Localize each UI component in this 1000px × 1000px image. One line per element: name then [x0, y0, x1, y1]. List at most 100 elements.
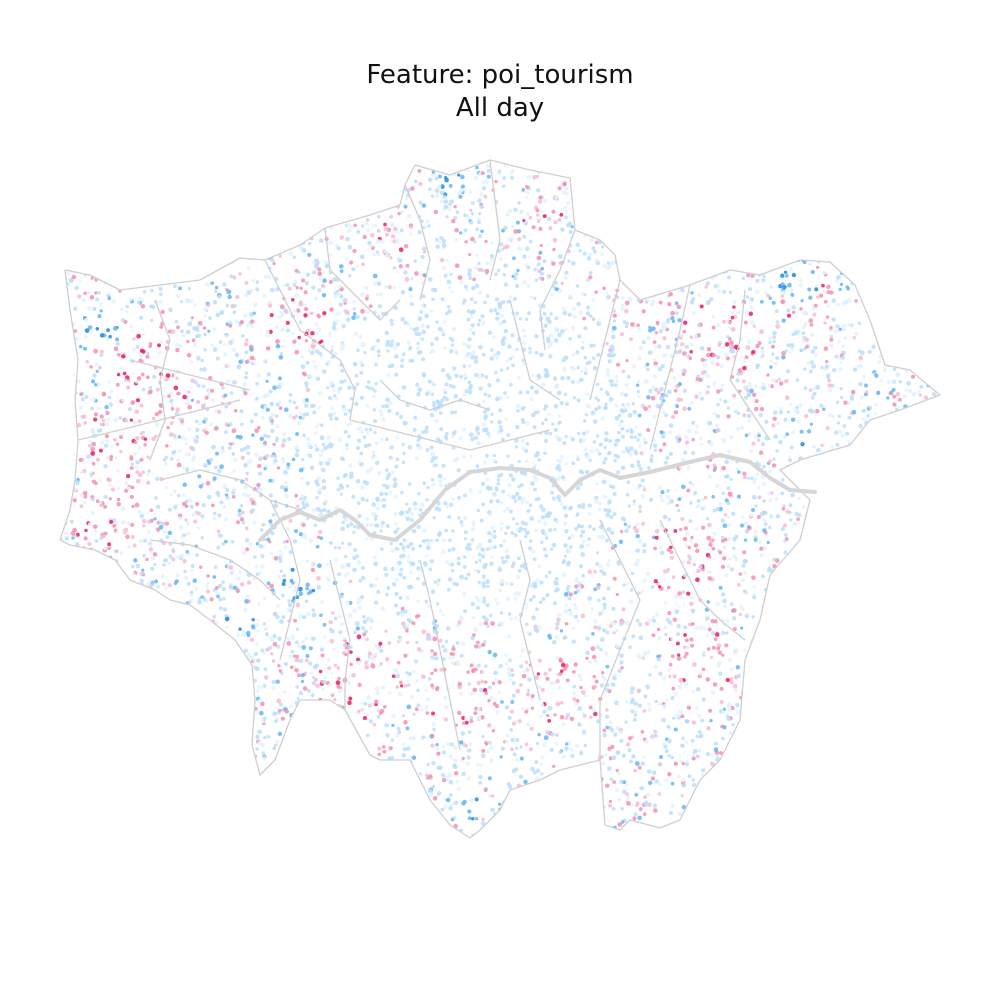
poi-point — [905, 423, 910, 428]
poi-point — [911, 391, 917, 397]
poi-point — [391, 674, 396, 679]
poi-point — [851, 233, 857, 238]
poi-point — [889, 304, 894, 309]
poi-point — [802, 788, 807, 794]
poi-point — [629, 827, 635, 832]
poi-point — [213, 785, 218, 790]
poi-point — [416, 703, 421, 708]
poi-point — [646, 769, 652, 774]
poi-point — [81, 414, 87, 420]
poi-point — [274, 205, 278, 210]
poi-point — [444, 311, 449, 316]
poi-point — [268, 329, 273, 335]
poi-point — [840, 160, 844, 165]
poi-point — [442, 538, 446, 543]
poi-point — [813, 233, 818, 238]
poi-point — [585, 156, 589, 160]
poi-point — [263, 837, 267, 838]
poi-point — [144, 245, 149, 250]
poi-point — [662, 160, 667, 164]
poi-point — [375, 506, 381, 511]
poi-point — [56, 544, 60, 548]
poi-point — [674, 193, 678, 197]
poi-point — [419, 309, 423, 314]
poi-point — [276, 169, 281, 174]
poi-point — [318, 734, 323, 738]
poi-point — [551, 775, 556, 780]
poi-point — [625, 259, 630, 263]
poi-point — [395, 673, 401, 679]
poi-point — [415, 811, 420, 817]
poi-point — [758, 412, 763, 418]
poi-point — [60, 426, 63, 431]
poi-point — [882, 237, 887, 242]
poi-point — [620, 303, 625, 308]
poi-point — [828, 628, 834, 634]
poi-point — [715, 602, 721, 607]
poi-point — [83, 714, 87, 719]
poi-point — [912, 605, 916, 609]
poi-point — [256, 740, 262, 746]
poi-point — [379, 292, 384, 297]
poi-point — [394, 823, 399, 828]
poi-point — [88, 440, 93, 444]
poi-point — [387, 766, 391, 770]
poi-point — [256, 787, 262, 793]
poi-point — [894, 639, 899, 644]
poi-point — [494, 597, 498, 602]
poi-point — [608, 803, 613, 808]
poi-point — [823, 715, 828, 721]
poi-point — [867, 652, 871, 657]
poi-point — [920, 287, 924, 292]
poi-point — [301, 645, 307, 650]
poi-point — [919, 223, 923, 228]
poi-point — [170, 160, 174, 165]
poi-point — [265, 407, 270, 412]
poi-point — [336, 476, 340, 480]
poi-point — [166, 677, 170, 681]
poi-point — [907, 489, 912, 494]
poi-point — [283, 187, 288, 192]
poi-point — [791, 168, 797, 173]
poi-point — [919, 230, 924, 235]
poi-point — [482, 843, 486, 847]
poi-point — [317, 187, 322, 192]
poi-point — [122, 371, 127, 376]
poi-point — [302, 401, 307, 405]
poi-point — [466, 317, 471, 322]
poi-point — [656, 654, 660, 659]
poi-point — [305, 272, 311, 277]
poi-point — [66, 724, 71, 729]
poi-point — [923, 620, 927, 624]
poi-point — [787, 212, 792, 217]
poi-point — [63, 778, 69, 783]
poi-point — [71, 777, 76, 782]
poi-point — [861, 571, 867, 576]
poi-point — [657, 344, 662, 349]
poi-point — [900, 275, 905, 280]
poi-point — [431, 722, 436, 727]
poi-point — [240, 252, 244, 257]
poi-point — [347, 385, 352, 390]
poi-point — [199, 633, 204, 638]
poi-point — [545, 676, 550, 681]
poi-point — [558, 658, 563, 663]
poi-point — [412, 501, 418, 506]
poi-point — [313, 523, 318, 528]
poi-point — [425, 447, 430, 452]
poi-point — [760, 691, 765, 695]
poi-point — [463, 555, 467, 559]
poi-point — [519, 664, 524, 669]
poi-point — [386, 585, 391, 591]
poi-point — [140, 637, 144, 642]
poi-point — [920, 803, 924, 808]
poi-point — [893, 277, 898, 282]
poi-point — [887, 431, 892, 436]
poi-point — [158, 212, 164, 218]
poi-point — [255, 381, 259, 386]
poi-point — [631, 183, 636, 188]
poi-point — [547, 570, 552, 575]
poi-point — [900, 642, 906, 648]
poi-point — [835, 660, 840, 664]
poi-point — [66, 365, 70, 370]
